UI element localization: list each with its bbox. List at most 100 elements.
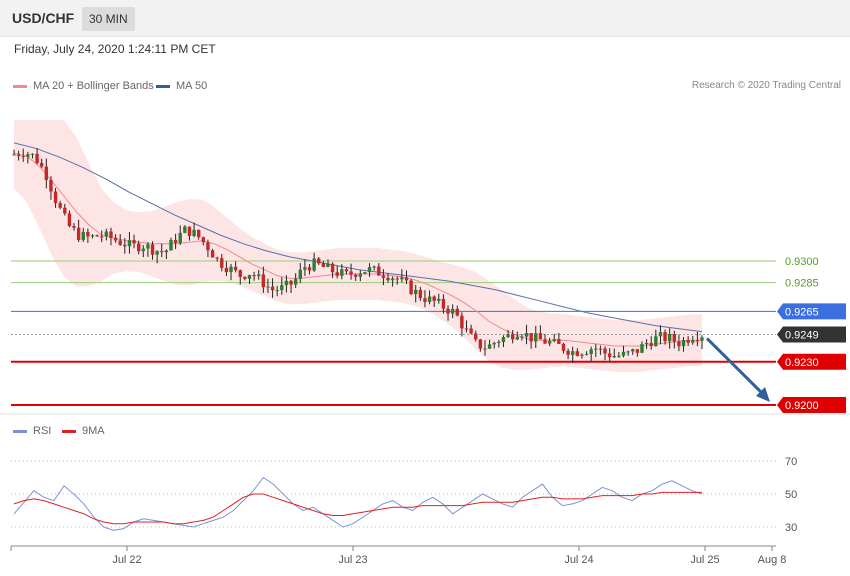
candle-body: [100, 236, 104, 238]
x-tick-label: Jul 24: [564, 554, 593, 566]
candle-body: [372, 266, 376, 268]
candle-body: [349, 271, 353, 275]
rsi-swatch: [13, 429, 27, 433]
candle-body: [118, 240, 122, 245]
credit-text: Research © 2020 Trading Central: [691, 80, 841, 91]
candle-body: [598, 348, 603, 350]
candle-body: [418, 289, 423, 299]
candle-body: [566, 350, 570, 355]
candle-body: [326, 263, 330, 267]
candle-body: [173, 239, 178, 244]
candle-body: [681, 340, 686, 347]
candle-body: [381, 275, 386, 278]
candle-body: [35, 153, 39, 163]
symbol-title: USD/CHF: [12, 10, 75, 26]
candle-body: [450, 308, 455, 314]
candle-body: [464, 328, 469, 330]
candle-body: [132, 240, 136, 244]
candle-body: [584, 353, 589, 355]
candle-body: [589, 349, 593, 354]
legend-ma20-label: MA 20 + Bollinger Bands: [33, 80, 154, 92]
candle-body: [210, 250, 215, 258]
rsi-tick-50: 50: [785, 489, 797, 501]
forecast-arrow-shaft: [705, 337, 766, 397]
candle-body: [409, 280, 413, 295]
candle-body: [557, 339, 561, 344]
candle-body: [26, 154, 30, 157]
candle-body: [469, 328, 473, 334]
candle-body: [621, 351, 626, 356]
candle-body: [12, 154, 16, 156]
candle-body: [289, 280, 293, 285]
level-label-0.9300: 0.9300: [785, 256, 819, 268]
candle-body: [520, 336, 524, 338]
level-label-0.9265: 0.9265: [785, 306, 819, 318]
ma9-line: [13, 491, 702, 525]
x-tick-label: Jul 22: [112, 554, 141, 566]
candle-body: [30, 153, 35, 155]
legend-rsi-label: RSI: [33, 425, 52, 437]
x-tick-label: Jul 23: [338, 554, 367, 566]
candle-body: [501, 337, 506, 342]
rsi-tick-70: 70: [785, 456, 797, 468]
candle-body: [423, 298, 427, 302]
candle-body: [266, 286, 270, 288]
candle-body: [437, 298, 441, 301]
level-label-0.9285: 0.9285: [785, 278, 819, 290]
candle-body: [238, 270, 242, 277]
candle-body: [695, 340, 700, 342]
candle-body: [367, 267, 372, 273]
candle-body: [196, 229, 201, 238]
candle-body: [529, 333, 533, 342]
candle-body: [321, 263, 326, 267]
candle-body: [446, 308, 450, 314]
x-tick-label: Jul 25: [690, 554, 719, 566]
candle-body: [247, 275, 252, 279]
candle-body: [427, 296, 432, 302]
candle-body: [53, 191, 58, 204]
candle-body: [667, 334, 672, 342]
candle-body: [612, 356, 616, 358]
ma50-swatch: [156, 84, 170, 88]
candle-body: [261, 274, 266, 288]
candle-body: [344, 269, 349, 272]
candle-body: [663, 332, 667, 342]
ma20-swatch: [13, 84, 27, 88]
candle-body: [492, 342, 496, 345]
candle-body: [607, 353, 612, 358]
candle-body: [206, 242, 210, 251]
level-label-0.9200: 0.9200: [785, 400, 819, 412]
candle-body: [293, 278, 298, 285]
candle-body: [224, 267, 229, 273]
timeframe-button[interactable]: 30 MIN: [82, 7, 135, 31]
candle-body: [141, 248, 145, 252]
candle-body: [146, 244, 150, 249]
candle-body: [363, 272, 367, 274]
candle-body: [298, 269, 302, 279]
candle-body: [229, 266, 233, 273]
candle-body: [86, 231, 90, 237]
level-label-0.9230: 0.9230: [785, 357, 819, 369]
candle-body: [510, 334, 515, 340]
candle-body: [478, 339, 483, 349]
candle-body: [44, 166, 49, 180]
candle-body: [617, 355, 621, 357]
candle-body: [330, 263, 335, 273]
candle-body: [543, 339, 547, 344]
ma9-swatch: [62, 429, 76, 433]
candle-body: [400, 277, 404, 280]
candle-body: [552, 339, 556, 342]
candle-body: [192, 229, 196, 236]
candle-body: [215, 257, 219, 259]
candle-body: [561, 343, 566, 351]
candle-body: [252, 275, 256, 277]
candle-body: [497, 341, 501, 343]
candle-body: [649, 343, 653, 347]
candle-body: [40, 162, 44, 167]
level-tag-0.9265: [777, 303, 846, 320]
candle-body: [580, 354, 584, 356]
x-tick-label: Aug 8: [758, 554, 787, 566]
candle-body: [691, 340, 695, 343]
candle-body: [640, 344, 644, 353]
candle-body: [386, 277, 390, 281]
